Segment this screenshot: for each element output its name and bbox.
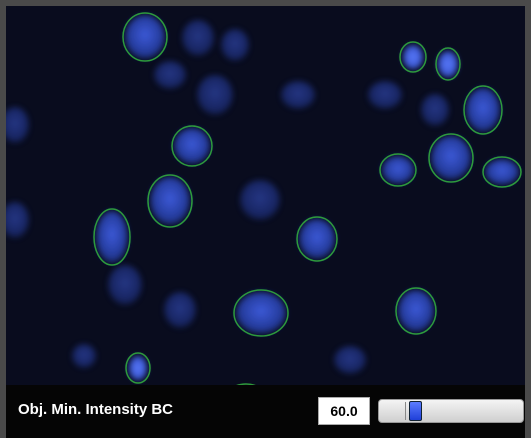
parameter-label: Obj. Min. Intensity BC [18, 401, 174, 418]
cell-outlines [93, 12, 522, 385]
slider[interactable] [378, 399, 524, 423]
control-bar: Obj. Min. Intensity BC 60.0 [6, 385, 525, 438]
faint-cells [6, 20, 449, 374]
slider-thumb[interactable] [409, 401, 422, 421]
microscope-image [6, 6, 525, 385]
slider-divider [405, 402, 406, 420]
detected-cells [93, 12, 522, 385]
value-input[interactable]: 60.0 [318, 397, 370, 425]
